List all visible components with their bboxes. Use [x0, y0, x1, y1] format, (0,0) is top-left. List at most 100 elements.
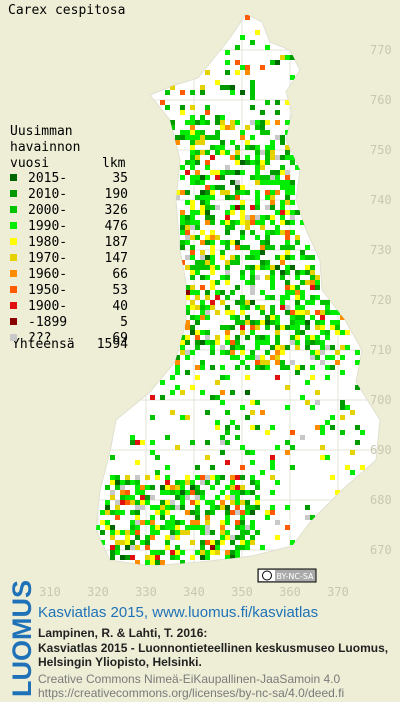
observation-cell	[295, 335, 300, 340]
observation-cell	[185, 215, 190, 220]
observation-cell	[265, 295, 270, 300]
observation-cell	[275, 190, 280, 195]
observation-cell	[205, 210, 210, 215]
observation-cell	[235, 205, 240, 210]
observation-cell	[225, 555, 230, 560]
observation-cell	[230, 125, 235, 130]
observation-cell	[225, 460, 230, 465]
legend-swatch	[10, 286, 17, 293]
observation-cell	[230, 390, 235, 395]
observation-cell	[205, 260, 210, 265]
observation-cell	[245, 530, 250, 535]
observation-cell	[260, 365, 265, 370]
legend-total-label: Yhteensä	[12, 337, 75, 352]
observation-cell	[195, 500, 200, 505]
observation-cell	[275, 340, 280, 345]
observation-cell	[185, 490, 190, 495]
observation-cell	[240, 345, 245, 350]
observation-cell	[175, 490, 180, 495]
observation-cell	[210, 510, 215, 515]
observation-cell	[345, 405, 350, 410]
observation-cell	[170, 550, 175, 555]
observation-cell	[215, 495, 220, 500]
observation-cell	[220, 140, 225, 145]
observation-cell	[315, 335, 320, 340]
observation-cell	[290, 220, 295, 225]
observation-cell	[145, 545, 150, 550]
observation-cell	[230, 495, 235, 500]
observation-cell	[295, 370, 300, 375]
observation-cell	[345, 345, 350, 350]
observation-cell	[185, 285, 190, 290]
observation-cell	[270, 490, 275, 495]
observation-cell	[200, 365, 205, 370]
observation-cell	[300, 435, 305, 440]
observation-cell	[210, 345, 215, 350]
observation-cell	[260, 305, 265, 310]
observation-cell	[265, 160, 270, 165]
observation-cell	[285, 305, 290, 310]
observation-cell	[220, 400, 225, 405]
observation-cell	[235, 490, 240, 495]
observation-cell	[250, 230, 255, 235]
observation-cell	[250, 510, 255, 515]
observation-cell	[245, 305, 250, 310]
observation-cell	[180, 390, 185, 395]
observation-cell	[165, 490, 170, 495]
observation-cell	[190, 500, 195, 505]
observation-cell	[285, 365, 290, 370]
observation-cell	[180, 415, 185, 420]
observation-cell	[290, 55, 295, 60]
observation-cell	[315, 285, 320, 290]
observation-cell	[120, 555, 125, 560]
observation-cell	[280, 155, 285, 160]
observation-cell	[140, 540, 145, 545]
observation-cell	[200, 135, 205, 140]
observation-cell	[195, 175, 200, 180]
observation-cell	[120, 495, 125, 500]
observation-cell	[320, 300, 325, 305]
legend-count: 53	[112, 283, 128, 298]
observation-cell	[255, 255, 260, 260]
observation-cell	[190, 440, 195, 445]
observation-cell	[230, 205, 235, 210]
observation-cell	[205, 105, 210, 110]
observation-cell	[230, 325, 235, 330]
observation-cell	[240, 245, 245, 250]
observation-cell	[170, 120, 175, 125]
observation-cell	[305, 380, 310, 385]
observation-cell	[160, 500, 165, 505]
observation-cell	[225, 330, 230, 335]
atlas-link[interactable]: Kasviatlas 2015, www.luomus.fi/kasviatla…	[38, 604, 318, 621]
observation-cell	[105, 525, 110, 530]
observation-cell	[195, 520, 200, 525]
observation-cell	[200, 340, 205, 345]
observation-cell	[120, 485, 125, 490]
observation-cell	[275, 155, 280, 160]
observation-cell	[215, 425, 220, 430]
observation-cell	[285, 325, 290, 330]
observation-cell	[165, 545, 170, 550]
observation-cell	[195, 160, 200, 165]
observation-cell	[175, 535, 180, 540]
observation-cell	[115, 505, 120, 510]
observation-cell	[110, 475, 115, 480]
observation-cell	[255, 205, 260, 210]
observation-cell	[235, 170, 240, 175]
observation-cell	[220, 125, 225, 130]
observation-cell	[240, 90, 245, 95]
observation-cell	[345, 465, 350, 470]
observation-cell	[140, 490, 145, 495]
observation-cell	[205, 340, 210, 345]
observation-cell	[185, 170, 190, 175]
observation-cell	[225, 270, 230, 275]
observation-cell	[265, 205, 270, 210]
observation-cell	[145, 535, 150, 540]
observation-cell	[175, 480, 180, 485]
observation-cell	[220, 500, 225, 505]
observation-cell	[245, 450, 250, 455]
observation-cell	[275, 535, 280, 540]
observation-cell	[190, 220, 195, 225]
license-link[interactable]: https://creativecommons.org/licenses/by-…	[38, 686, 344, 700]
observation-cell	[300, 365, 305, 370]
